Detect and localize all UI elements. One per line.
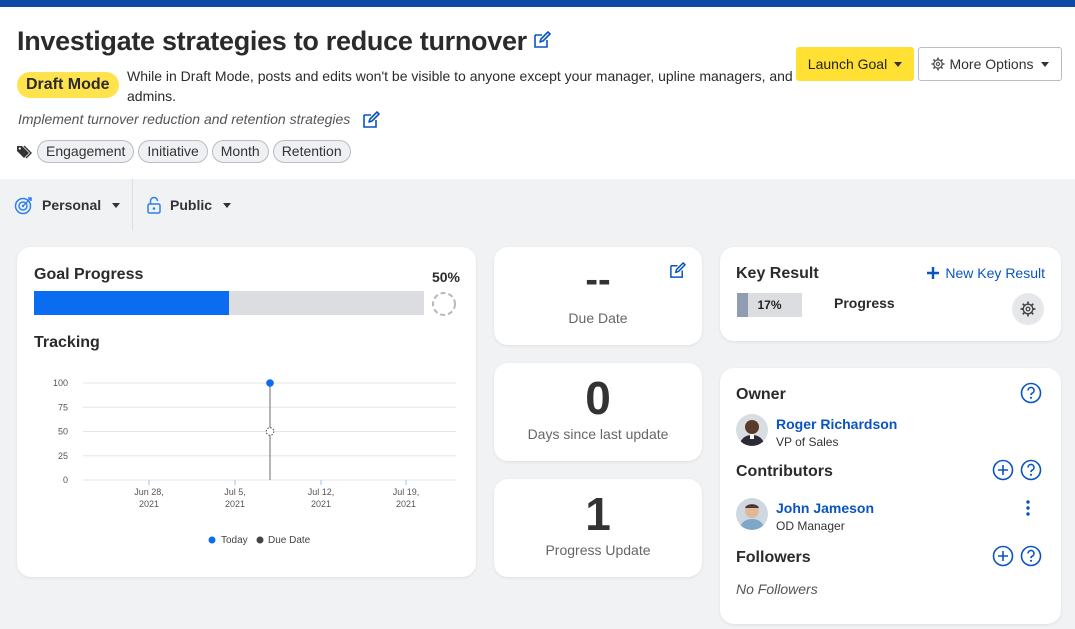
top-accent-bar	[0, 0, 1075, 7]
owner-name[interactable]: Roger Richardson	[776, 416, 898, 432]
goal-type-dropdown[interactable]: Personal	[14, 179, 121, 231]
key-result-name[interactable]: Progress	[834, 295, 895, 311]
filter-divider	[132, 179, 133, 231]
unlock-icon	[147, 196, 161, 214]
tag-list: Engagement Initiative Month Retention	[17, 140, 351, 163]
tracking-title: Tracking	[34, 334, 100, 351]
goal-progress-fill	[34, 291, 229, 315]
edit-due-date-icon[interactable]	[669, 262, 686, 279]
tags-icon	[17, 145, 32, 158]
chart-x-tick-year: 2021	[139, 499, 159, 509]
due-date-label: Due Date	[568, 310, 628, 326]
goal-progress-bar	[34, 291, 424, 315]
chart-y-tick-label: 25	[58, 451, 68, 461]
filter-bar: Personal Public	[0, 179, 1075, 231]
owner-title: Owner	[736, 386, 786, 403]
tag-chip[interactable]: Engagement	[37, 140, 135, 163]
legend-due-date-label: Due Date	[268, 535, 311, 546]
contributors-help-icon[interactable]	[1020, 459, 1042, 481]
gear-icon	[931, 57, 945, 71]
chart-x-tick-label: Jul 19,	[393, 487, 420, 497]
chart-y-tick-label: 0	[63, 475, 68, 485]
goal-progress-card: Goal Progress 50% Tracking 100 75 50 25 0 Jun…	[17, 247, 476, 577]
legend-today-label: Today	[221, 535, 248, 546]
visibility-label: Public	[170, 197, 213, 213]
progress-update-card: 1 Progress Update	[494, 479, 702, 577]
add-contributor-icon[interactable]	[992, 459, 1014, 481]
more-options-button[interactable]: More Options	[918, 47, 1062, 81]
key-result-title: Key Result	[736, 265, 819, 282]
owner-avatar[interactable]	[736, 414, 768, 446]
new-key-result-label: New Key Result	[945, 265, 1045, 281]
chevron-down-icon	[1040, 61, 1049, 67]
owner-role: VP of Sales	[776, 435, 839, 449]
contributor-name[interactable]: John Jameson	[776, 500, 875, 516]
new-key-result-link[interactable]: New Key Result	[927, 265, 1045, 281]
people-card: Owner Roger Richardson VP of Sales Contr…	[720, 368, 1061, 624]
key-result-progress-fill	[737, 293, 749, 317]
draft-mode-message: While in Draft Mode, posts and edits won…	[127, 68, 793, 104]
chart-x-tick-year: 2021	[311, 499, 331, 509]
no-followers-text: No Followers	[736, 581, 818, 597]
goal-title: Investigate strategies to reduce turnove…	[17, 26, 527, 56]
progress-update-value: 1	[585, 488, 611, 540]
progress-ring-icon	[432, 292, 456, 316]
goal-header: Investigate strategies to reduce turnove…	[0, 7, 1075, 179]
goal-progress-percent: 50%	[431, 269, 460, 285]
today-point	[266, 379, 274, 387]
edit-description-icon[interactable]	[362, 111, 380, 129]
plus-icon	[927, 267, 940, 279]
tracking-chart: 100 75 50 25 0 Jun 28, 2021 Jul 5, 2021 Jul 12, 20…	[53, 378, 456, 546]
chevron-down-icon	[223, 202, 232, 208]
chart-y-tick-label: 50	[58, 427, 68, 437]
days-since-update-card: 0 Days since last update	[494, 363, 702, 461]
chevron-down-icon	[894, 61, 903, 67]
owner-help-icon[interactable]	[1020, 382, 1042, 404]
person-icon	[736, 498, 768, 530]
chart-y-tick-label: 100	[53, 378, 68, 388]
chart-x-tick-label: Jul 5,	[224, 487, 246, 497]
days-since-update-label: Days since last update	[527, 426, 669, 442]
chart-x-tick-year: 2021	[225, 499, 245, 509]
contributor-role: OD Manager	[776, 519, 845, 533]
person-icon	[736, 414, 768, 446]
target-icon	[14, 197, 32, 215]
legend-due-date-swatch	[256, 536, 264, 544]
contributors-title: Contributors	[736, 463, 833, 480]
tag-chip[interactable]: Initiative	[138, 140, 208, 163]
due-date-point	[265, 427, 275, 436]
gear-icon	[1020, 301, 1036, 317]
chart-x-tick-year: 2021	[396, 499, 416, 509]
key-result-card: Key Result New Key Result 17% Progress	[720, 247, 1061, 341]
more-options-label: More Options	[949, 56, 1034, 72]
chart-x-tick-label: Jul 12,	[308, 487, 335, 497]
days-since-update-value: 0	[585, 372, 611, 424]
chart-x-tick-label: Jun 28,	[134, 487, 164, 497]
visibility-dropdown[interactable]: Public	[146, 179, 232, 231]
add-follower-icon[interactable]	[992, 545, 1014, 567]
goal-progress-title: Goal Progress	[34, 266, 144, 283]
launch-goal-button[interactable]: Launch Goal	[796, 47, 914, 81]
chevron-down-icon	[112, 202, 121, 208]
followers-title: Followers	[736, 549, 811, 566]
legend-today-swatch	[208, 536, 216, 544]
chart-y-tick-label: 75	[58, 402, 68, 412]
kebab-menu-icon[interactable]	[1025, 500, 1031, 516]
tag-chip[interactable]: Month	[211, 140, 269, 163]
followers-help-icon[interactable]	[1020, 545, 1042, 567]
edit-title-icon[interactable]	[533, 31, 551, 49]
draft-mode-badge: Draft Mode	[17, 72, 119, 98]
key-result-settings-button[interactable]	[1012, 293, 1044, 325]
due-date-card: -- Due Date	[494, 247, 702, 345]
progress-update-label: Progress Update	[545, 542, 651, 558]
key-result-percent: 17%	[757, 298, 782, 312]
due-date-value: --	[585, 259, 611, 301]
tag-chip[interactable]: Retention	[272, 140, 351, 163]
contributor-avatar[interactable]	[736, 498, 768, 530]
goal-type-label: Personal	[42, 197, 102, 213]
key-result-progress-bar: 17%	[737, 293, 802, 317]
launch-goal-label: Launch Goal	[807, 56, 888, 72]
goal-description: Implement turnover reduction and retenti…	[18, 111, 351, 127]
